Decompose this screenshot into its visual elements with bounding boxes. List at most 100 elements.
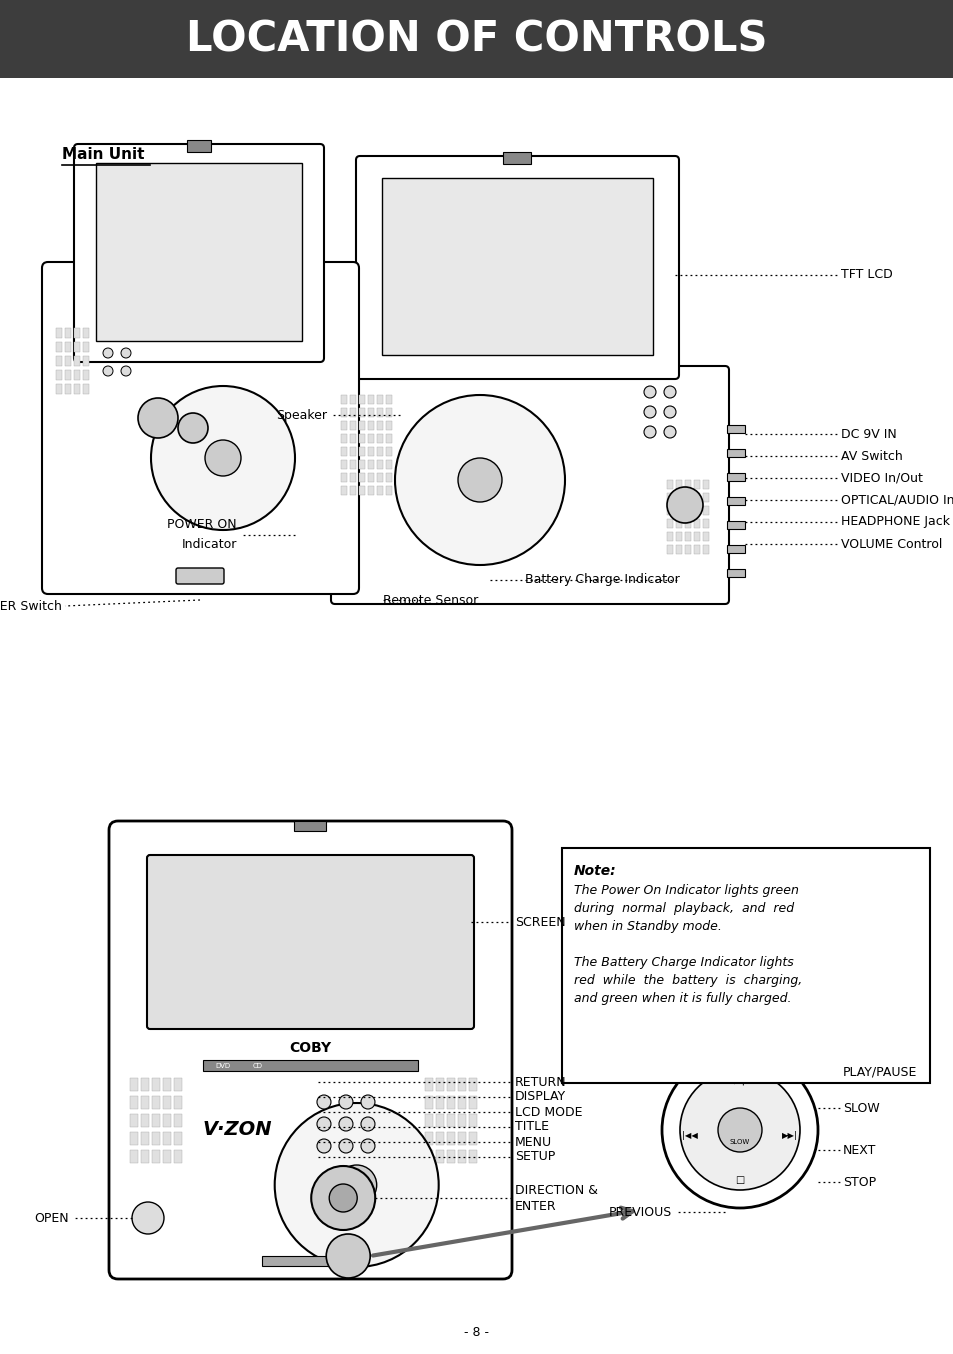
- Text: OPEN: OPEN: [34, 1212, 69, 1224]
- Bar: [469, 1150, 476, 1163]
- Bar: [152, 1132, 160, 1145]
- Bar: [65, 328, 71, 338]
- Bar: [74, 328, 80, 338]
- Circle shape: [663, 386, 676, 398]
- FancyBboxPatch shape: [331, 366, 728, 604]
- Bar: [368, 447, 374, 456]
- Bar: [447, 1132, 455, 1145]
- Bar: [56, 328, 62, 338]
- Text: MENU: MENU: [515, 1136, 552, 1148]
- Text: Indicator: Indicator: [181, 539, 236, 551]
- FancyBboxPatch shape: [74, 144, 324, 362]
- Circle shape: [121, 348, 131, 357]
- Text: Main Unit: Main Unit: [62, 148, 144, 162]
- Circle shape: [274, 1104, 438, 1267]
- Text: Battery Charge Indicator: Battery Charge Indicator: [524, 574, 679, 586]
- Bar: [386, 460, 392, 468]
- Bar: [130, 1132, 138, 1145]
- Bar: [376, 395, 382, 403]
- FancyBboxPatch shape: [175, 567, 224, 584]
- Circle shape: [360, 1095, 375, 1109]
- Bar: [74, 385, 80, 394]
- Bar: [368, 486, 374, 496]
- Bar: [666, 519, 672, 528]
- Bar: [173, 1150, 182, 1163]
- Bar: [262, 1257, 357, 1266]
- Bar: [83, 370, 89, 380]
- Circle shape: [663, 427, 676, 437]
- Bar: [56, 356, 62, 366]
- Text: when in Standby mode.: when in Standby mode.: [574, 919, 721, 933]
- Bar: [702, 493, 708, 502]
- Bar: [457, 1078, 465, 1091]
- Bar: [141, 1150, 149, 1163]
- Bar: [173, 1095, 182, 1109]
- Bar: [340, 395, 347, 403]
- Bar: [0, 0, 953, 79]
- Bar: [203, 1060, 417, 1071]
- Bar: [350, 421, 355, 431]
- Bar: [368, 473, 374, 482]
- Text: and green when it is fully charged.: and green when it is fully charged.: [574, 992, 791, 1005]
- Bar: [676, 532, 681, 542]
- Circle shape: [326, 1233, 370, 1278]
- Bar: [702, 506, 708, 515]
- Circle shape: [643, 386, 656, 398]
- Bar: [56, 385, 62, 394]
- Text: Note:: Note:: [574, 864, 616, 877]
- Bar: [684, 493, 690, 502]
- Bar: [376, 486, 382, 496]
- Bar: [350, 473, 355, 482]
- Text: DC 9V IN: DC 9V IN: [841, 428, 896, 440]
- Bar: [152, 1078, 160, 1091]
- Text: TFT LCD: TFT LCD: [841, 268, 892, 282]
- Bar: [163, 1150, 171, 1163]
- Text: SLOW: SLOW: [729, 1139, 749, 1145]
- Bar: [340, 447, 347, 456]
- Circle shape: [679, 1070, 800, 1190]
- Bar: [424, 1150, 433, 1163]
- Text: STOP: STOP: [842, 1175, 875, 1189]
- Circle shape: [666, 487, 702, 523]
- Bar: [666, 546, 672, 554]
- Bar: [376, 460, 382, 468]
- Text: AV Switch: AV Switch: [841, 450, 902, 463]
- Bar: [376, 447, 382, 456]
- Bar: [702, 532, 708, 542]
- Text: COBY: COBY: [289, 1041, 332, 1055]
- Circle shape: [643, 427, 656, 437]
- Bar: [350, 486, 355, 496]
- Bar: [684, 532, 690, 542]
- Text: LOCATION OF CONTROLS: LOCATION OF CONTROLS: [186, 18, 767, 60]
- Bar: [693, 481, 700, 489]
- Circle shape: [718, 1108, 761, 1152]
- Bar: [358, 486, 365, 496]
- Bar: [684, 481, 690, 489]
- Text: PLAY/PAUSE: PLAY/PAUSE: [842, 1066, 917, 1079]
- Text: VIDEO In/Out: VIDEO In/Out: [841, 471, 922, 485]
- Circle shape: [360, 1117, 375, 1131]
- FancyBboxPatch shape: [42, 263, 358, 594]
- Bar: [340, 421, 347, 431]
- Text: - 8 -: - 8 -: [464, 1326, 489, 1339]
- Bar: [141, 1095, 149, 1109]
- Circle shape: [336, 1164, 376, 1205]
- Bar: [457, 1150, 465, 1163]
- Bar: [726, 546, 744, 552]
- Bar: [130, 1078, 138, 1091]
- Bar: [141, 1114, 149, 1127]
- Bar: [350, 395, 355, 403]
- Bar: [368, 395, 374, 403]
- Bar: [340, 486, 347, 496]
- Text: |◀◀: |◀◀: [681, 1131, 698, 1140]
- Bar: [350, 435, 355, 443]
- Text: Remote Sensor: Remote Sensor: [382, 593, 477, 607]
- Bar: [152, 1150, 160, 1163]
- Bar: [447, 1078, 455, 1091]
- Bar: [676, 546, 681, 554]
- Bar: [152, 1095, 160, 1109]
- Bar: [676, 506, 681, 515]
- Bar: [350, 447, 355, 456]
- Text: SCREEN: SCREEN: [515, 915, 565, 929]
- Bar: [457, 1132, 465, 1145]
